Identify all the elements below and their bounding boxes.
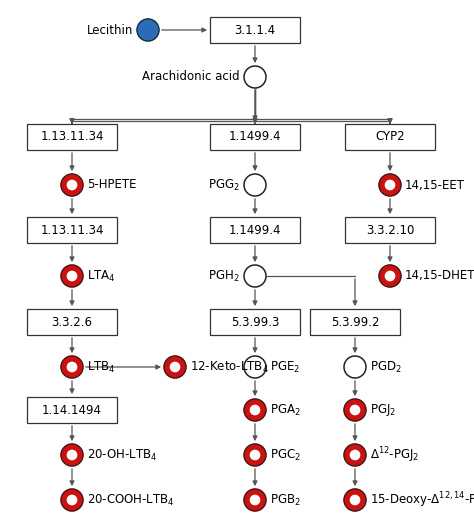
Circle shape xyxy=(137,19,159,41)
Circle shape xyxy=(67,271,77,280)
FancyBboxPatch shape xyxy=(27,309,117,335)
FancyBboxPatch shape xyxy=(345,217,435,243)
Circle shape xyxy=(67,180,77,190)
Circle shape xyxy=(344,444,366,466)
FancyBboxPatch shape xyxy=(345,124,435,150)
Circle shape xyxy=(61,174,83,196)
FancyBboxPatch shape xyxy=(210,124,300,150)
Text: LTB$_4$: LTB$_4$ xyxy=(87,359,116,375)
Text: 20-COOH-LTB$_4$: 20-COOH-LTB$_4$ xyxy=(87,492,174,508)
Text: 1.1499.4: 1.1499.4 xyxy=(229,224,281,236)
Circle shape xyxy=(350,496,360,505)
FancyBboxPatch shape xyxy=(27,397,117,423)
Circle shape xyxy=(170,363,180,372)
Circle shape xyxy=(244,174,266,196)
Circle shape xyxy=(61,265,83,287)
Text: CYP2: CYP2 xyxy=(375,130,405,144)
Text: PGG$_2$: PGG$_2$ xyxy=(208,178,240,192)
Circle shape xyxy=(379,265,401,287)
Circle shape xyxy=(67,450,77,460)
Text: 15-Deoxy-$\Delta^{12,14}$-PGJ$_2$: 15-Deoxy-$\Delta^{12,14}$-PGJ$_2$ xyxy=(370,490,474,510)
Circle shape xyxy=(244,265,266,287)
Circle shape xyxy=(61,444,83,466)
Circle shape xyxy=(164,356,186,378)
Text: PGJ$_2$: PGJ$_2$ xyxy=(370,402,396,418)
Text: PGC$_2$: PGC$_2$ xyxy=(270,447,301,463)
Text: PGA$_2$: PGA$_2$ xyxy=(270,402,301,418)
Text: 1.13.11.34: 1.13.11.34 xyxy=(40,224,104,236)
Text: 1.13.11.34: 1.13.11.34 xyxy=(40,130,104,144)
Text: 3.3.2.6: 3.3.2.6 xyxy=(52,315,92,329)
Circle shape xyxy=(244,356,266,378)
Text: 1.14.1494: 1.14.1494 xyxy=(42,403,102,417)
Text: 5-HPETE: 5-HPETE xyxy=(87,179,137,191)
FancyBboxPatch shape xyxy=(27,124,117,150)
FancyBboxPatch shape xyxy=(310,309,400,335)
FancyBboxPatch shape xyxy=(210,309,300,335)
Text: Arachidonic acid: Arachidonic acid xyxy=(142,70,240,84)
Circle shape xyxy=(350,405,360,414)
Text: 20-OH-LTB$_4$: 20-OH-LTB$_4$ xyxy=(87,447,157,463)
Text: PGE$_2$: PGE$_2$ xyxy=(270,359,300,375)
Circle shape xyxy=(344,399,366,421)
Circle shape xyxy=(250,405,260,414)
Circle shape xyxy=(67,363,77,372)
Circle shape xyxy=(61,356,83,378)
FancyBboxPatch shape xyxy=(210,217,300,243)
Text: 1.1499.4: 1.1499.4 xyxy=(229,130,281,144)
FancyBboxPatch shape xyxy=(27,217,117,243)
Text: 14,15-DHET: 14,15-DHET xyxy=(405,269,474,282)
FancyBboxPatch shape xyxy=(210,17,300,43)
Text: LTA$_4$: LTA$_4$ xyxy=(87,269,116,284)
Text: PGD$_2$: PGD$_2$ xyxy=(370,359,402,375)
Circle shape xyxy=(67,496,77,505)
Circle shape xyxy=(344,489,366,511)
Text: 3.1.1.4: 3.1.1.4 xyxy=(235,23,275,37)
Text: PGB$_2$: PGB$_2$ xyxy=(270,492,301,508)
Circle shape xyxy=(244,489,266,511)
Text: 3.3.2.10: 3.3.2.10 xyxy=(366,224,414,236)
Circle shape xyxy=(344,356,366,378)
Circle shape xyxy=(250,450,260,460)
Text: 14,15-EET: 14,15-EET xyxy=(405,179,465,191)
Text: PGH$_2$: PGH$_2$ xyxy=(209,269,240,284)
Circle shape xyxy=(385,271,395,280)
Circle shape xyxy=(385,180,395,190)
Circle shape xyxy=(244,444,266,466)
Circle shape xyxy=(244,66,266,88)
Text: $\Delta^{12}$-PGJ$_2$: $\Delta^{12}$-PGJ$_2$ xyxy=(370,445,419,465)
Text: 5.3.99.2: 5.3.99.2 xyxy=(331,315,379,329)
Circle shape xyxy=(61,489,83,511)
Circle shape xyxy=(244,399,266,421)
Circle shape xyxy=(250,496,260,505)
Circle shape xyxy=(379,174,401,196)
Text: 5.3.99.3: 5.3.99.3 xyxy=(231,315,279,329)
Text: 12-Keto-LTB$_4$: 12-Keto-LTB$_4$ xyxy=(190,359,269,375)
Text: Lecithin: Lecithin xyxy=(87,23,133,37)
Circle shape xyxy=(350,450,360,460)
